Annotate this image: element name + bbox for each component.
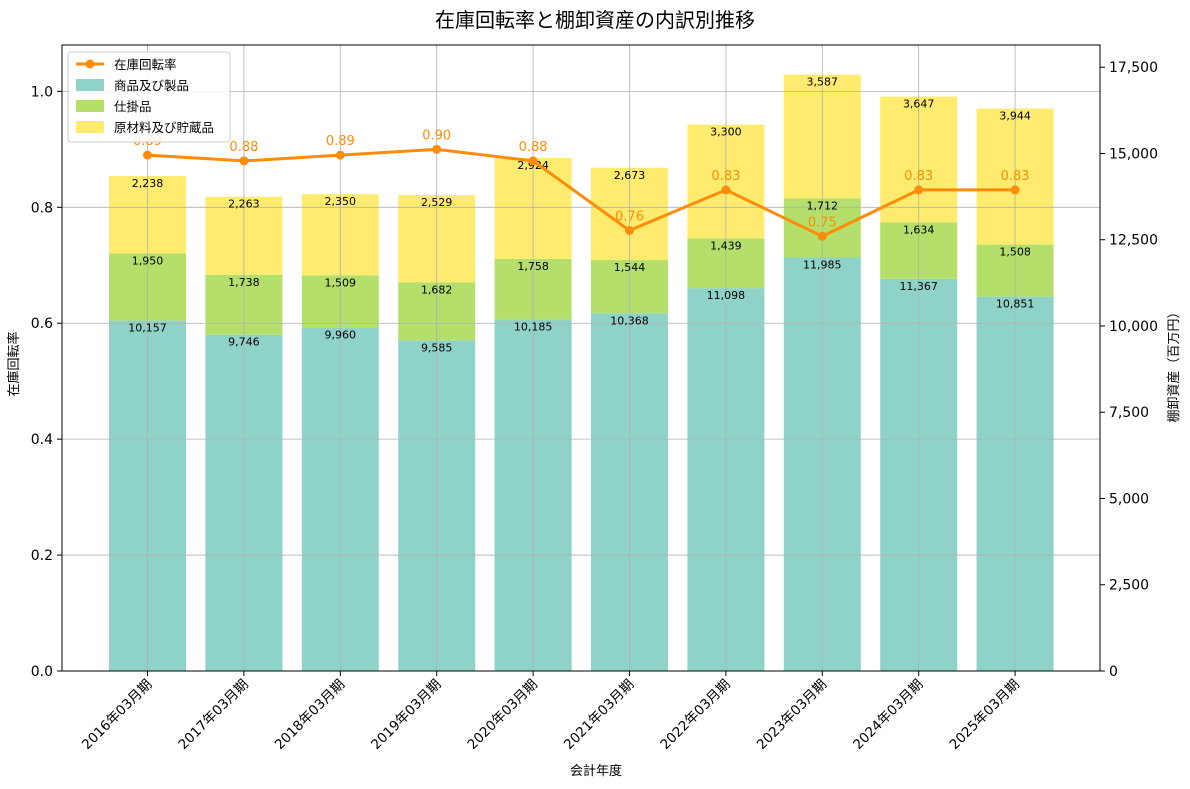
bar-label-3-6: 2,673 [614, 169, 646, 182]
right-tick-label-5: 10,000 [1109, 319, 1158, 335]
x-tick-label-3: 2018年03月期 [272, 677, 348, 753]
bar-label-1-10: 10,851 [996, 298, 1035, 311]
left-tick-label-3: 0.4 [31, 432, 53, 448]
rate-point-4 [432, 144, 442, 154]
axes [57, 44, 1105, 676]
right-tick-label-3: 5,000 [1109, 491, 1149, 507]
rate-label-8: 0.75 [808, 215, 837, 230]
left-tick-label-6: 1.0 [31, 84, 53, 100]
rate-label-5: 0.88 [519, 140, 548, 155]
legend-marker-rate [85, 59, 95, 69]
rate-point-3 [335, 150, 345, 160]
rate-label-7: 0.83 [711, 169, 740, 184]
bar-label-3-10: 3,944 [999, 110, 1031, 123]
rate-point-5 [528, 156, 538, 166]
x-axis-label: 会計年度 [570, 763, 622, 779]
bar-label-2-3: 1,509 [325, 276, 357, 289]
chart-title: 在庫回転率と棚卸資産の内訳別推移 [435, 8, 755, 32]
rate-label-2: 0.88 [229, 140, 258, 155]
left-tick-label-5: 0.8 [31, 200, 53, 216]
legend-label-1: 商品及び製品 [114, 78, 189, 93]
left-tick-label-1: 0.0 [31, 664, 53, 680]
left-tick-label-2: 0.2 [31, 548, 53, 564]
left-tick-label-4: 0.6 [31, 316, 53, 332]
bar-labels: 10,157 1,950 2,238 9,746 1,738 2,263 9,960 1,50… [128, 76, 1034, 355]
legend-label-2: 仕掛品 [114, 99, 152, 114]
bar-label-2-10: 1,508 [999, 246, 1031, 259]
legend-swatch-2 [76, 100, 104, 112]
x-tick-label-4: 2019年03月期 [368, 677, 444, 753]
bar-label-2-9: 1,634 [903, 223, 935, 236]
rate-line: 0.890.880.890.900.880.760.830.750.830.83 [133, 128, 1030, 241]
rate-point-7 [721, 185, 731, 195]
bar-label-2-4: 1,682 [421, 283, 453, 296]
bar-label-1-5: 10,185 [514, 321, 553, 334]
legend-label-rate: 在庫回転率 [114, 57, 177, 72]
rate-point-6 [625, 225, 634, 235]
right-tick-label-7: 15,000 [1109, 146, 1158, 162]
rate-label-3: 0.89 [326, 134, 355, 149]
legend-swatch-1 [76, 79, 104, 91]
legend-box [67, 51, 231, 143]
right-tick-label-4: 7,500 [1109, 405, 1149, 421]
bar-label-3-5: 2,924 [517, 159, 549, 172]
rate-point-2 [239, 156, 249, 166]
bars [109, 74, 1054, 671]
bar-label-3-8: 3,587 [807, 76, 839, 89]
x-tick-label-8: 2023年03月期 [754, 677, 830, 753]
right-tick-label-8: 17,500 [1109, 60, 1158, 76]
rate-point-1 [143, 150, 152, 160]
bar-label-2-1: 1,950 [132, 254, 164, 267]
rate-label-6: 0.76 [615, 209, 644, 224]
rate-label-4: 0.90 [422, 128, 451, 143]
x-tick-label-10: 2025年03月期 [947, 677, 1023, 753]
right-tick-label-6: 12,500 [1109, 233, 1158, 249]
rate-point-8 [817, 231, 827, 241]
bar-label-2-8: 1,712 [807, 199, 839, 212]
bar-label-2-2: 1,738 [228, 276, 260, 289]
bar-label-2-7: 1,439 [710, 239, 742, 252]
bar-label-1-4: 9,585 [421, 341, 453, 354]
bar-label-3-2: 2,263 [228, 198, 260, 211]
rate-line-path [147, 147, 1016, 238]
rate-label-10: 0.83 [1001, 169, 1030, 184]
bar-label-1-1: 10,157 [128, 322, 167, 335]
y-axis-right-label: 棚卸資産（百万円） [1166, 305, 1182, 422]
x-tick-label-5: 2020年03月期 [465, 677, 541, 753]
x-tick-label-2: 2017年03月期 [175, 677, 251, 753]
bar-label-1-9: 11,367 [899, 280, 938, 293]
bar-label-1-3: 9,960 [325, 328, 357, 341]
y-axis-left-label: 在庫回転率 [6, 331, 22, 396]
bar-label-2-6: 1,544 [614, 261, 646, 274]
right-tick-label-1: 0 [1109, 664, 1118, 680]
bar-label-3-1: 2,238 [132, 177, 164, 190]
x-tick-label-1: 2016年03月期 [79, 677, 155, 753]
bar-label-3-7: 3,300 [710, 126, 742, 139]
rate-point-10 [1010, 185, 1020, 195]
rate-label-9: 0.83 [904, 169, 933, 184]
bar-label-1-2: 9,746 [228, 336, 260, 349]
grid [62, 45, 1100, 672]
bar-label-1-8: 11,985 [803, 258, 842, 271]
bar-label-1-7: 11,098 [707, 289, 746, 302]
legend-label-3: 原材料及び貯蔵品 [114, 120, 214, 135]
bar-label-2-5: 1,758 [517, 260, 549, 273]
right-tick-label-2: 2,500 [1109, 578, 1149, 594]
plot-frame [61, 44, 1101, 672]
bar-label-3-9: 3,647 [903, 98, 935, 111]
bar-label-3-4: 2,529 [421, 196, 453, 209]
legend-swatch-3 [76, 121, 104, 133]
rate-point-9 [914, 185, 924, 195]
x-tick-label-9: 2024年03月期 [850, 677, 926, 753]
bar-label-3-3: 2,350 [325, 195, 357, 208]
x-tick-label-7: 2022年03月期 [657, 677, 733, 753]
x-tick-label-6: 2021年03月期 [561, 677, 637, 753]
bar-label-1-6: 10,368 [610, 314, 649, 327]
